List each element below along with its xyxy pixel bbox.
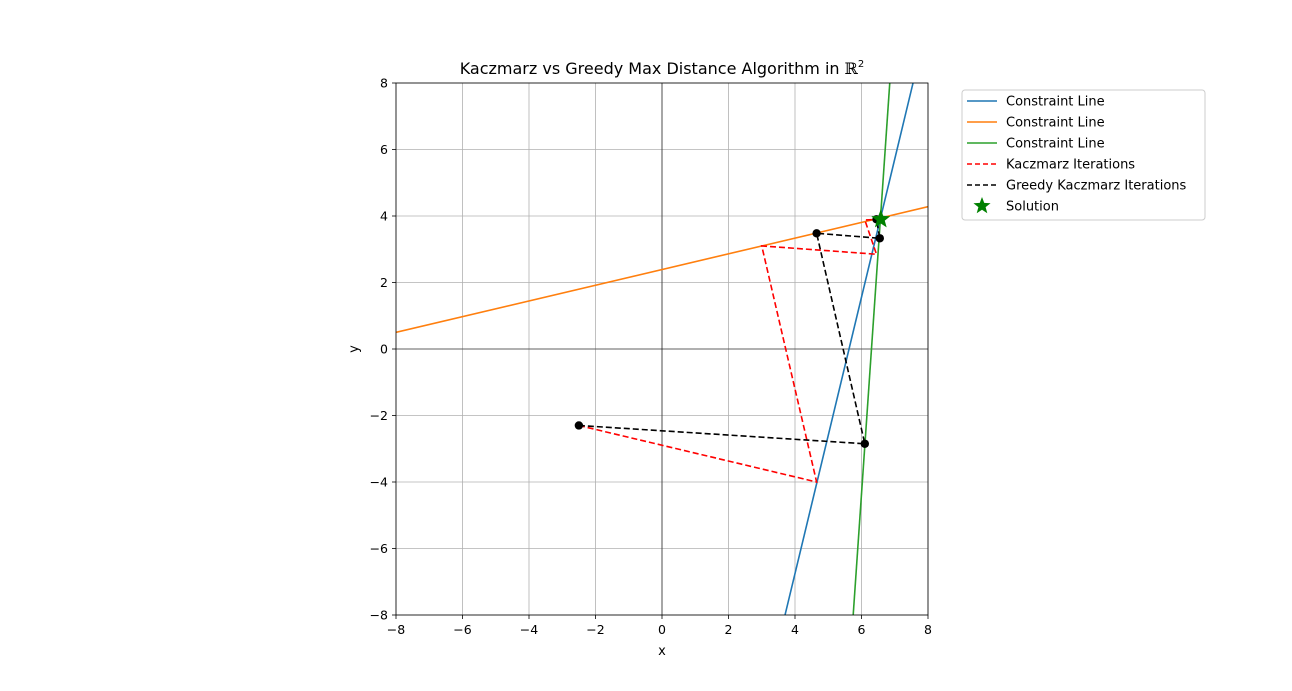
constraint-line-2 bbox=[396, 205, 928, 334]
y-tick-label: −6 bbox=[370, 541, 388, 556]
x-axis-label: x bbox=[658, 644, 666, 659]
plot-area bbox=[395, 82, 929, 616]
legend-frame bbox=[961, 89, 1206, 221]
x-tick-label: 8 bbox=[924, 622, 932, 637]
constraint-line-3 bbox=[852, 83, 891, 615]
greedy-iteration-point bbox=[875, 234, 884, 243]
chart-title-symbol: ℝ bbox=[845, 59, 859, 78]
constraint-line-1 bbox=[784, 83, 914, 615]
y-axis-label: y bbox=[347, 345, 362, 353]
y-tick-label: −2 bbox=[370, 408, 388, 423]
x-tick-label: 4 bbox=[791, 622, 799, 637]
greedy-kaczmarz-iterations-line bbox=[578, 219, 881, 445]
iteration-series bbox=[578, 218, 882, 484]
y-tick-label: 2 bbox=[380, 275, 388, 290]
x-tick-label: 6 bbox=[858, 622, 866, 637]
greedy-iteration-point bbox=[860, 439, 870, 448]
legend-items: Constraint Line Constraint Line Constraint… bbox=[967, 95, 1187, 215]
x-tick-label: −8 bbox=[387, 622, 405, 637]
zero-axes bbox=[396, 83, 928, 615]
legend-label: Greedy Kaczmarz Iterations bbox=[1006, 179, 1187, 194]
greedy-iteration-point bbox=[574, 421, 584, 430]
solution-star bbox=[871, 209, 891, 228]
legend-label: Kaczmarz Iterations bbox=[1006, 158, 1135, 173]
x-tick-label: −4 bbox=[520, 622, 538, 637]
x-tick-label: 0 bbox=[658, 622, 666, 637]
y-axis-ticks: −8 −6 −4 −2 0 2 4 6 8 bbox=[370, 76, 396, 623]
y-tick-label: 0 bbox=[380, 342, 388, 357]
y-tick-label: −4 bbox=[370, 475, 388, 490]
legend-label: Constraint Line bbox=[1006, 137, 1105, 152]
chart-title-superscript: 2 bbox=[858, 59, 864, 70]
y-tick-label: 8 bbox=[380, 76, 388, 91]
x-tick-label: −2 bbox=[586, 622, 604, 637]
constraint-lines bbox=[396, 83, 928, 615]
chart-title: Kaczmarz vs Greedy Max Distance Algorith… bbox=[460, 59, 865, 78]
legend-label: Constraint Line bbox=[1006, 95, 1105, 110]
x-axis-ticks: −8 −6 −4 −2 0 2 4 6 8 bbox=[387, 615, 932, 637]
x-tick-label: −6 bbox=[453, 622, 471, 637]
legend-label: Solution bbox=[1006, 200, 1059, 215]
legend: Constraint Line Constraint Line Constraint… bbox=[961, 89, 1206, 221]
y-tick-label: −8 bbox=[370, 608, 388, 623]
y-tick-label: 6 bbox=[380, 142, 388, 157]
kaczmarz-iterations-line bbox=[578, 218, 882, 484]
y-tick-label: 4 bbox=[380, 209, 388, 224]
chart-title-text: Kaczmarz vs Greedy Max Distance Algorith… bbox=[460, 59, 840, 78]
greedy-iteration-point bbox=[812, 229, 821, 238]
svg-text:Kaczmarz vs Greedy Max Distanc: Kaczmarz vs Greedy Max Distance Algorith… bbox=[460, 59, 865, 78]
legend-star-icon bbox=[973, 197, 991, 214]
legend-label: Constraint Line bbox=[1006, 116, 1105, 131]
x-tick-label: 2 bbox=[725, 622, 733, 637]
solution-marker-group bbox=[871, 209, 891, 228]
